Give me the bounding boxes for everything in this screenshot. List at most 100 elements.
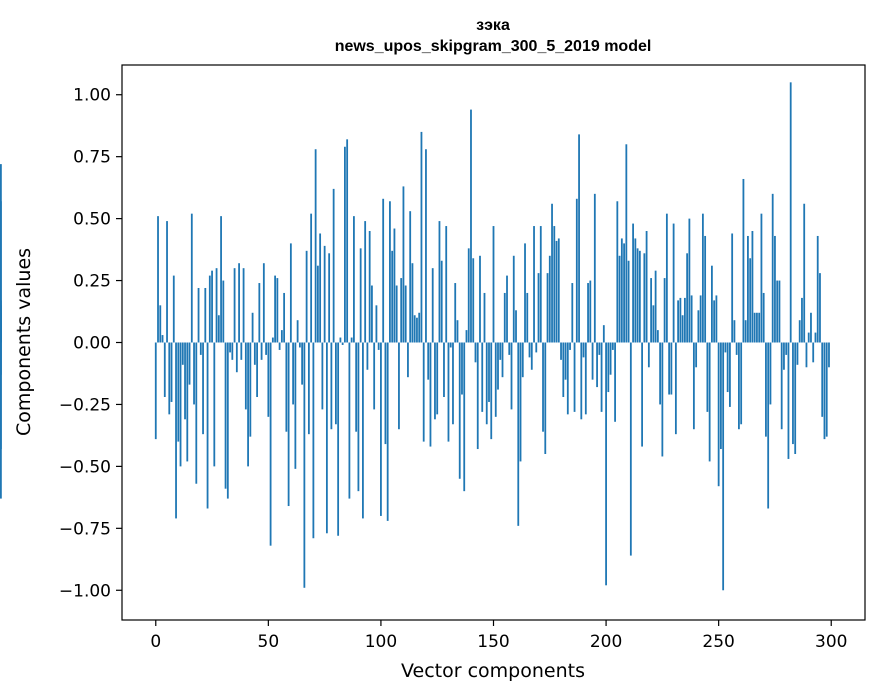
bar-100 <box>380 342 382 516</box>
bar-119 <box>422 342 425 442</box>
bar-181 <box>562 342 565 398</box>
bar-46 <box>258 283 261 343</box>
bar-184 <box>569 342 571 350</box>
bar-297 <box>823 342 826 440</box>
bar-217 <box>643 253 646 343</box>
x-tick-label: 50 <box>258 632 280 652</box>
bar-11 <box>179 342 182 467</box>
bar-167 <box>530 342 533 370</box>
y-tick-label: 0.25 <box>73 272 111 292</box>
bar-199 <box>602 325 605 343</box>
bar-17 <box>193 342 195 405</box>
bar-288 <box>803 203 806 343</box>
bar-111 <box>404 285 407 343</box>
bar-183 <box>566 342 569 415</box>
bar-12 <box>181 342 184 365</box>
bar-163 <box>521 342 524 378</box>
bar-290 <box>807 332 810 343</box>
bar-266 <box>753 312 756 343</box>
bar-238 <box>690 295 693 343</box>
bar-130 <box>447 342 450 442</box>
bar-8 <box>172 275 175 343</box>
bar-24 <box>208 275 211 343</box>
bar-70 <box>312 342 315 539</box>
bar-191 <box>584 342 587 415</box>
bar-14 <box>186 342 189 462</box>
bar-63 <box>296 320 299 343</box>
bar-115 <box>413 315 416 343</box>
bar-194 <box>591 342 594 380</box>
bar-133 <box>454 283 457 343</box>
bar-219 <box>647 342 650 368</box>
bar-159 <box>512 255 515 343</box>
bar-223 <box>656 330 659 343</box>
bar-280 <box>785 342 788 355</box>
bar-134 <box>456 320 459 343</box>
bar-154 <box>501 342 504 378</box>
bar-166 <box>528 342 531 358</box>
bar-207 <box>620 238 623 343</box>
bar-145 <box>481 342 484 412</box>
bar-294 <box>816 235 819 343</box>
bar-177 <box>553 226 556 343</box>
x-tick-label: 150 <box>477 632 509 652</box>
bar-65 <box>301 342 304 385</box>
bar-87 <box>350 337 353 343</box>
bar-293 <box>814 332 817 343</box>
bar-86 <box>348 342 351 499</box>
y-tick-label: 0.75 <box>73 148 111 168</box>
bar-79 <box>332 188 335 343</box>
bar-243 <box>701 213 704 343</box>
bar-127 <box>440 260 443 343</box>
bar-212 <box>632 223 634 343</box>
bar-226 <box>663 278 666 343</box>
bar-146 <box>483 292 486 343</box>
bar-82 <box>339 337 342 343</box>
bar-123 <box>431 268 434 343</box>
bar-250 <box>717 342 720 487</box>
bar-58 <box>285 342 288 432</box>
bar-52 <box>271 337 274 343</box>
bar-99 <box>377 342 380 350</box>
bar-213 <box>634 238 637 343</box>
x-axis-label: Vector components <box>401 660 585 682</box>
bar-251 <box>720 342 722 450</box>
bar-77 <box>328 253 331 343</box>
bar-108 <box>398 342 400 430</box>
bar-155 <box>503 292 506 343</box>
bar-204 <box>614 342 616 422</box>
bar-261 <box>742 178 745 343</box>
bar-15 <box>188 342 191 385</box>
plot-frame <box>121 64 866 621</box>
bar-278 <box>780 342 783 430</box>
bar-55 <box>278 342 281 350</box>
bar-6 <box>168 342 171 415</box>
bar-68 <box>307 342 310 435</box>
bar-162 <box>519 342 522 462</box>
y-axis-label: Components values <box>13 248 35 436</box>
bar-182 <box>564 342 567 380</box>
bar-33 <box>229 342 231 353</box>
bar-209 <box>625 144 628 343</box>
bar-128 <box>443 342 445 398</box>
y-tick-label: 0.00 <box>73 334 111 354</box>
bar-230 <box>672 223 675 343</box>
bar-192 <box>587 283 589 343</box>
bar-289 <box>805 342 808 368</box>
bar-276 <box>776 280 779 343</box>
bar-220 <box>650 278 653 343</box>
bar-84 <box>344 146 346 343</box>
bar-257 <box>733 320 736 343</box>
bar-258 <box>735 342 738 355</box>
y-tick-label: 0.50 <box>73 210 111 230</box>
y-tick-label: −0.50 <box>59 457 111 477</box>
bar-274 <box>771 193 774 343</box>
bar-268 <box>758 312 761 343</box>
bar-200 <box>605 342 607 586</box>
bar-28 <box>217 315 220 343</box>
bar-256 <box>731 233 734 343</box>
bar-series <box>0 82 830 591</box>
bar-246 <box>708 342 711 462</box>
bar-112 <box>407 342 409 378</box>
bar-232 <box>677 300 680 343</box>
